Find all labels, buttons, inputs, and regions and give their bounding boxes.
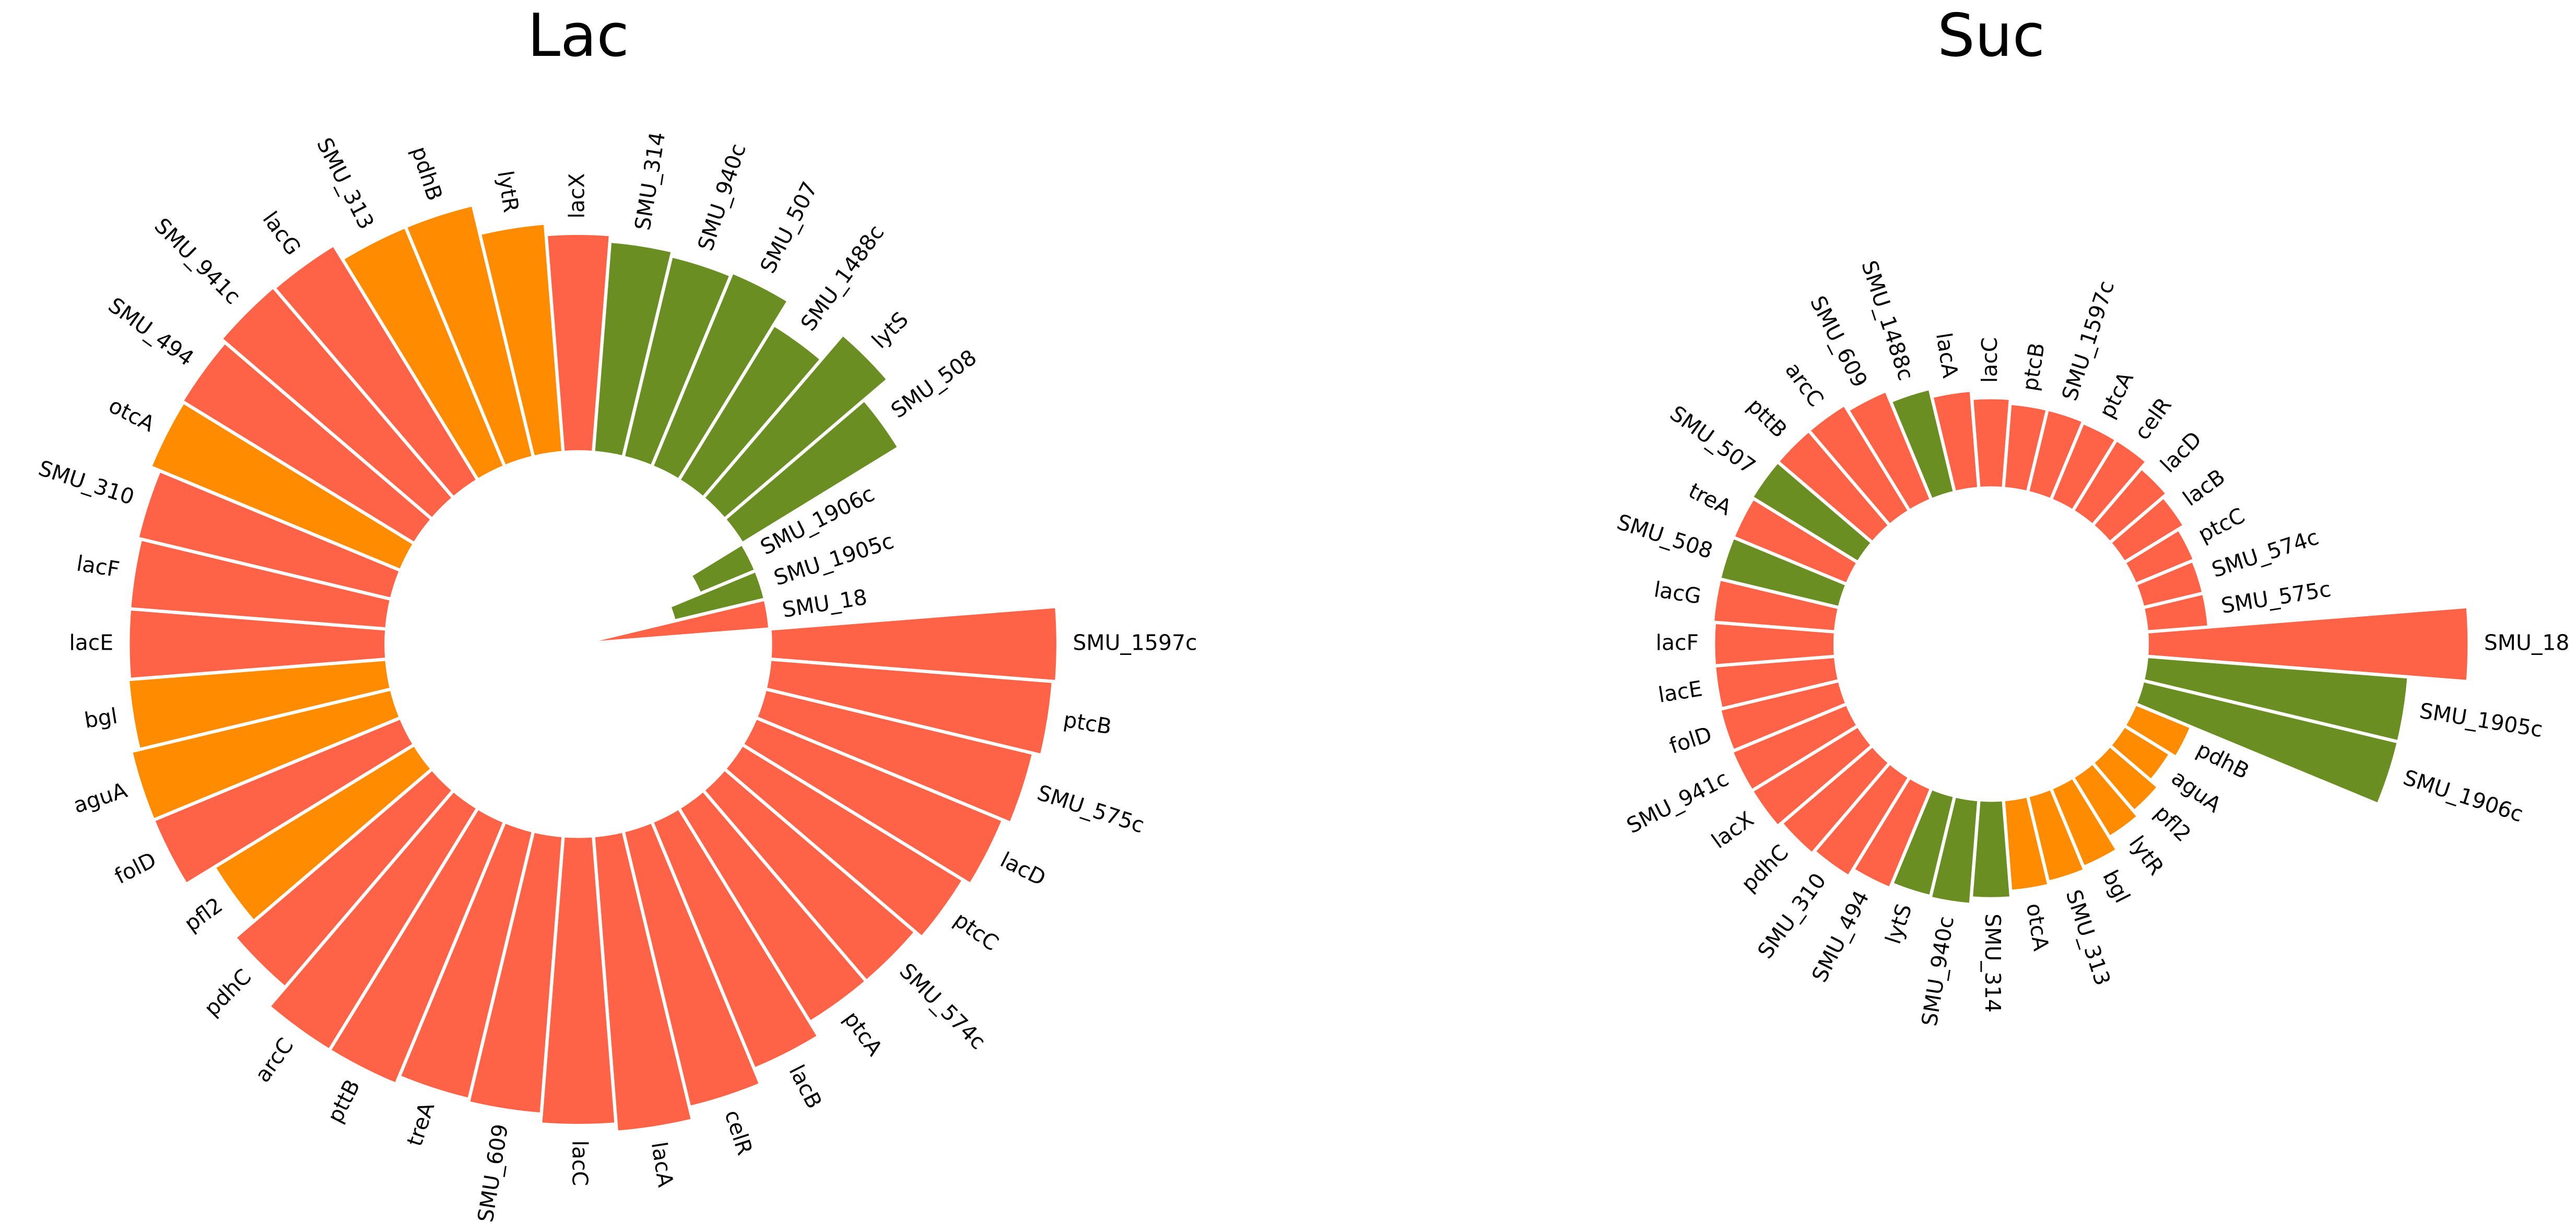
bar [578, 597, 772, 646]
bar [129, 687, 403, 823]
chart-title: Lac [527, 1, 629, 70]
bar [477, 221, 565, 460]
bar [538, 834, 618, 1128]
bar [701, 332, 891, 522]
bar [2140, 591, 2211, 634]
bar [768, 604, 1060, 684]
bar [591, 829, 695, 1134]
bar [763, 657, 1055, 758]
chart-title: Suc [1937, 1, 2045, 70]
bar [544, 231, 613, 454]
bar-label: lacF [1656, 630, 1699, 655]
polar-bars [1711, 386, 2471, 907]
bar [466, 829, 565, 1116]
bar [272, 242, 480, 500]
bar [403, 203, 536, 469]
bar [266, 788, 480, 1053]
bar [591, 239, 675, 460]
bar-label: SMU_18 [2484, 630, 2570, 655]
bar [2145, 605, 2471, 684]
bar [739, 715, 1006, 887]
bar [650, 270, 791, 483]
bar-label: lacX [564, 173, 589, 219]
bar-label: SMU_314 [1980, 913, 2005, 1013]
bar-label: bgl [83, 703, 119, 733]
bar [754, 687, 1036, 826]
bar-label: lacC [567, 1140, 592, 1186]
bar-label: lacC [1977, 337, 2002, 383]
bar-label: SMU_1597c [1073, 630, 1197, 655]
bar-label: lacE [69, 630, 113, 655]
bar [2133, 678, 2401, 807]
polar-bars [126, 203, 1060, 1134]
bar [722, 397, 902, 546]
bar [722, 742, 966, 940]
bar [232, 766, 456, 990]
